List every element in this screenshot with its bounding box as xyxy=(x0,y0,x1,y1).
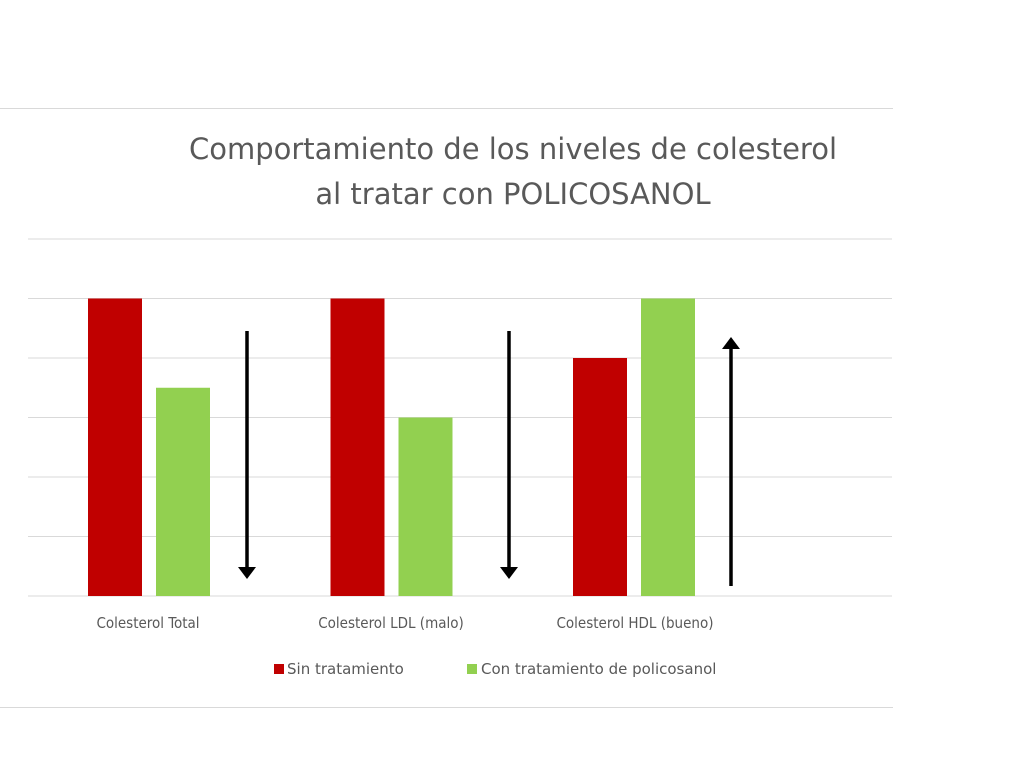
bar-sin-tratamiento-2 xyxy=(573,358,627,596)
arrow-down-1 xyxy=(500,331,518,579)
bar-con-tratamiento-1 xyxy=(398,417,453,596)
x-axis-labels: Colesterol Total Colesterol LDL (malo) Col… xyxy=(96,614,713,632)
legend: Sin tratamiento Con tratamiento de polico… xyxy=(274,660,716,678)
legend-swatch xyxy=(274,664,284,674)
bar-con-tratamiento-2 xyxy=(641,298,695,596)
x-tick-label: Colesterol LDL (malo) xyxy=(318,614,464,632)
bars xyxy=(88,298,695,596)
legend-item: Sin tratamiento xyxy=(274,660,404,678)
arrow-up-2 xyxy=(722,337,740,586)
chart-title: Comportamiento de los niveles de coleste… xyxy=(189,132,837,211)
bar-con-tratamiento-0 xyxy=(156,387,210,596)
chart-title-line-2: al tratar con POLICOSANOL xyxy=(315,177,710,211)
bar-sin-tratamiento-1 xyxy=(330,298,385,596)
trend-arrows xyxy=(238,331,740,586)
bar-sin-tratamiento-0 xyxy=(88,298,142,596)
chart-frame: Comportamiento de los niveles de coleste… xyxy=(0,108,893,708)
chart-title-line-1: Comportamiento de los niveles de coleste… xyxy=(189,132,837,166)
x-tick-label: Colesterol HDL (bueno) xyxy=(557,614,714,632)
legend-label: Con tratamiento de policosanol xyxy=(481,660,716,678)
arrow-down-0 xyxy=(238,331,256,579)
legend-label: Sin tratamiento xyxy=(287,660,404,678)
bar-chart: Comportamiento de los niveles de coleste… xyxy=(28,132,892,678)
legend-swatch xyxy=(467,664,477,674)
legend-item: Con tratamiento de policosanol xyxy=(467,660,716,678)
x-tick-label: Colesterol Total xyxy=(96,614,199,632)
